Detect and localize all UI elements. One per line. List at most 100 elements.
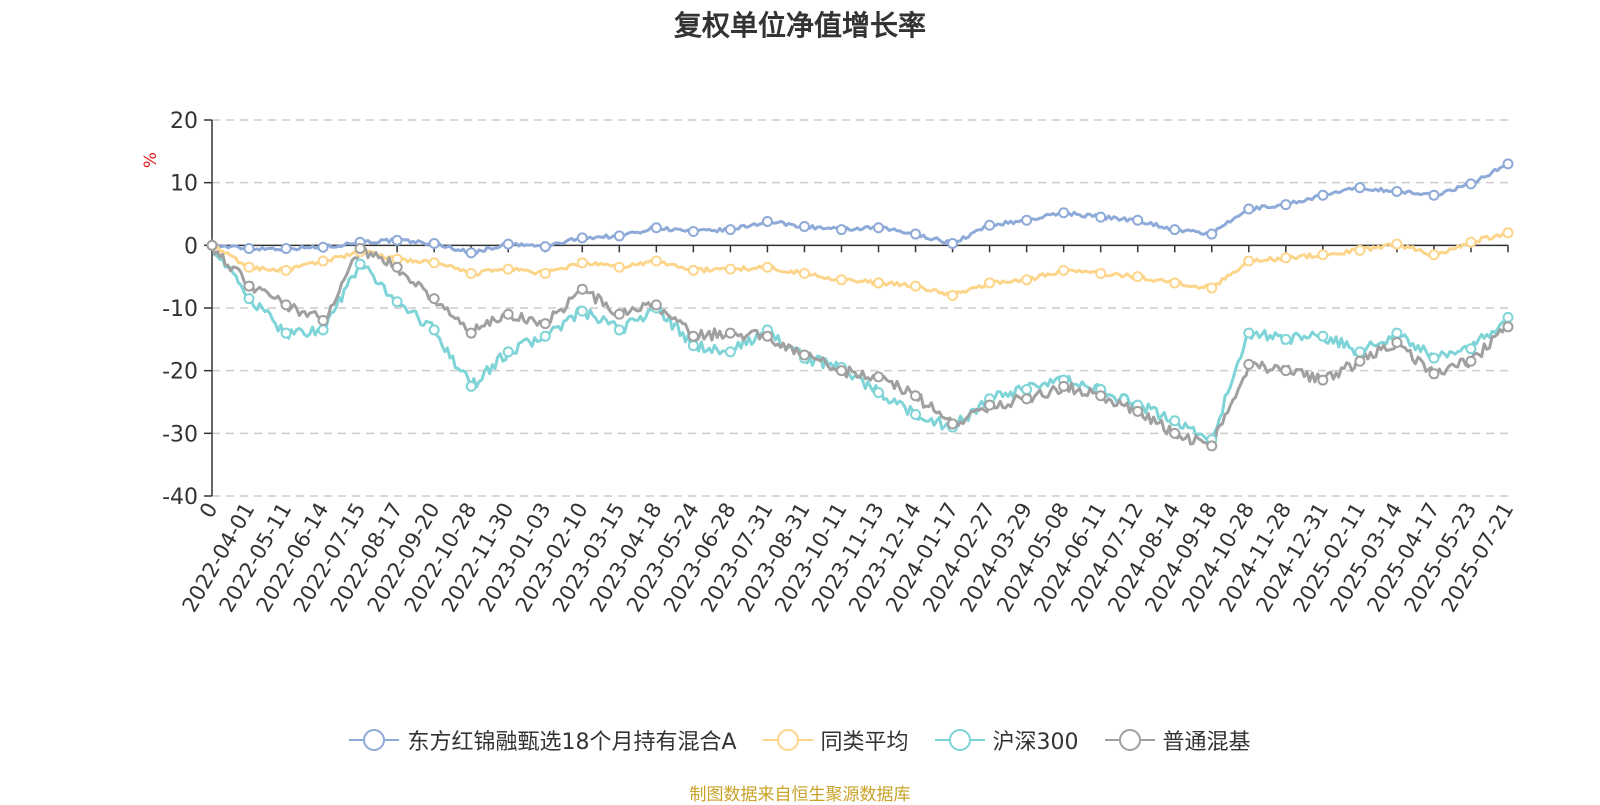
series-point [724,346,736,358]
y-tick-label: -10 [162,297,198,322]
series-point [1169,427,1181,439]
series-point [1391,336,1403,348]
series-point [1132,271,1144,283]
series-point [724,263,736,275]
series-point [1354,355,1366,367]
series-point [1243,203,1255,215]
series-point [1280,199,1292,211]
series-point [873,371,885,383]
x-tick-label: 0 [195,499,222,523]
series-point [465,327,477,339]
series-point [687,226,699,238]
series-line-1 [210,231,1509,297]
series-point [1391,238,1403,250]
series-point [576,257,588,269]
series-point [428,257,440,269]
series-point [613,308,625,320]
legend-swatch [1104,729,1155,751]
series-point [1206,228,1218,240]
series-point [1021,274,1033,286]
series-point [947,237,959,249]
series-point [873,387,885,399]
legend-label: 东方红锦融甄选18个月持有混合A [407,730,737,755]
series-point [317,255,329,267]
series-point [1391,185,1403,197]
series-point [613,230,625,242]
series-point [280,242,292,254]
series-point [984,399,996,411]
series-point [1243,327,1255,339]
series-point [1428,189,1440,201]
series-point [391,234,403,246]
series-point [1354,182,1366,194]
y-tick-label: 10 [170,172,198,197]
series-point [465,268,477,280]
series-point [761,261,773,273]
series-point [1391,327,1403,339]
series-point [1428,249,1440,261]
series-point [687,340,699,352]
series-point [835,274,847,286]
series-point [391,261,403,273]
legend-swatch [934,729,985,751]
series-line-0 [211,162,1509,255]
series-point [798,221,810,233]
y-tick-label: -30 [162,422,198,447]
series-point [984,219,996,231]
series-point [576,232,588,244]
legend-item[interactable]: 东方红锦融甄选18个月持有混合A [349,724,737,756]
series-point [1021,393,1033,405]
series-point [687,264,699,276]
series-point [947,289,959,301]
series-point [1132,214,1144,226]
source-note: 制图数据来自恒生聚源数据库 [689,785,911,805]
series-point [1428,352,1440,364]
series-point [1058,207,1070,219]
series-point [1169,415,1181,427]
series-point [1428,368,1440,380]
series-point [539,241,551,253]
series-point [1280,252,1292,264]
series-point [835,224,847,236]
series-point [502,238,514,250]
series-point [539,330,551,342]
series-point [428,324,440,336]
series-point [465,247,477,259]
legend-label: 普通混基 [1162,730,1251,755]
series-point [650,299,662,311]
series-point [910,409,922,421]
series-point [1317,374,1329,386]
series-point [354,258,366,270]
series-point [280,264,292,276]
series-point [947,418,959,430]
series-point [761,216,773,228]
series-point [650,255,662,267]
series-point [873,222,885,234]
series-point [798,349,810,361]
series-point [1243,255,1255,267]
series-point [1317,189,1329,201]
series-point [687,330,699,342]
series-point [243,280,255,292]
series-point [428,293,440,305]
series-point [1502,227,1514,239]
legend-item[interactable]: 沪深300 [934,724,1079,756]
series-point [1206,440,1218,452]
series-lines [210,162,1510,448]
series-point [650,222,662,234]
series-point [539,268,551,280]
series-point [243,242,255,254]
y-tick-label: -40 [162,485,198,510]
series-point [317,241,329,253]
series-point [1502,311,1514,323]
series-point [243,261,255,273]
legend-item[interactable]: 同类平均 [762,724,909,756]
series-point [1243,358,1255,370]
y-tick-label: 20 [170,109,198,134]
series-point [502,263,514,275]
series-point [1502,321,1514,333]
series-point [873,277,885,289]
series-point [910,228,922,240]
legend-item[interactable]: 普通混基 [1104,724,1251,756]
series-point [1465,236,1477,248]
